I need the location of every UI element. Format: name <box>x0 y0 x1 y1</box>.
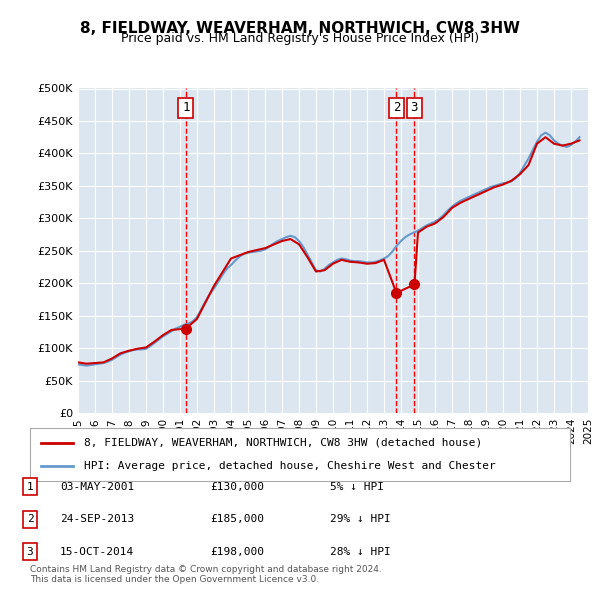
Text: 2: 2 <box>26 514 34 524</box>
Text: 5% ↓ HPI: 5% ↓ HPI <box>330 482 384 491</box>
Text: Contains HM Land Registry data © Crown copyright and database right 2024.
This d: Contains HM Land Registry data © Crown c… <box>30 565 382 584</box>
Text: 29% ↓ HPI: 29% ↓ HPI <box>330 514 391 524</box>
Text: 15-OCT-2014: 15-OCT-2014 <box>60 547 134 556</box>
Text: 3: 3 <box>410 101 418 114</box>
Text: 24-SEP-2013: 24-SEP-2013 <box>60 514 134 524</box>
Text: 3: 3 <box>26 547 34 556</box>
Text: 8, FIELDWAY, WEAVERHAM, NORTHWICH, CW8 3HW: 8, FIELDWAY, WEAVERHAM, NORTHWICH, CW8 3… <box>80 21 520 35</box>
Text: 1: 1 <box>182 101 190 114</box>
Text: 1: 1 <box>26 482 34 491</box>
Text: £185,000: £185,000 <box>210 514 264 524</box>
Text: 2: 2 <box>392 101 400 114</box>
Text: HPI: Average price, detached house, Cheshire West and Chester: HPI: Average price, detached house, Ches… <box>84 461 496 471</box>
Text: 03-MAY-2001: 03-MAY-2001 <box>60 482 134 491</box>
Text: £198,000: £198,000 <box>210 547 264 556</box>
Text: £130,000: £130,000 <box>210 482 264 491</box>
Text: 28% ↓ HPI: 28% ↓ HPI <box>330 547 391 556</box>
Text: 8, FIELDWAY, WEAVERHAM, NORTHWICH, CW8 3HW (detached house): 8, FIELDWAY, WEAVERHAM, NORTHWICH, CW8 3… <box>84 438 482 448</box>
Text: Price paid vs. HM Land Registry's House Price Index (HPI): Price paid vs. HM Land Registry's House … <box>121 32 479 45</box>
